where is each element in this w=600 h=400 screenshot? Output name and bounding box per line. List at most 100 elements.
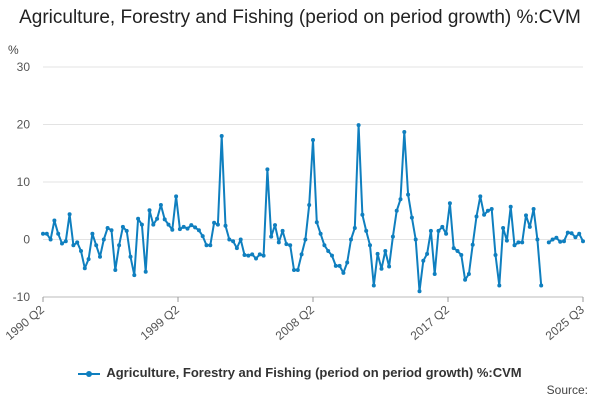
data-point[interactable] xyxy=(581,239,585,244)
data-point[interactable] xyxy=(303,237,308,242)
data-point[interactable] xyxy=(409,215,414,220)
data-point[interactable] xyxy=(71,243,76,248)
data-point[interactable] xyxy=(527,224,532,229)
data-point[interactable] xyxy=(470,242,475,247)
data-point[interactable] xyxy=(132,273,137,278)
data-point[interactable] xyxy=(504,238,509,243)
data-point[interactable] xyxy=(254,256,258,261)
data-point[interactable] xyxy=(360,212,365,217)
data-point[interactable] xyxy=(379,266,384,271)
data-point[interactable] xyxy=(478,194,483,199)
data-point[interactable] xyxy=(474,214,479,219)
data-point[interactable] xyxy=(63,239,68,244)
data-point[interactable] xyxy=(56,231,61,236)
data-point[interactable] xyxy=(212,220,217,225)
data-point[interactable] xyxy=(546,240,551,245)
data-point[interactable] xyxy=(200,234,205,239)
data-point[interactable] xyxy=(459,253,464,257)
data-point[interactable] xyxy=(413,237,418,242)
data-point[interactable] xyxy=(497,283,502,288)
data-point[interactable] xyxy=(109,228,114,233)
data-point[interactable] xyxy=(67,212,72,217)
data-point[interactable] xyxy=(345,260,350,265)
data-point[interactable] xyxy=(565,230,570,235)
data-point[interactable] xyxy=(573,235,578,240)
data-point[interactable] xyxy=(337,263,342,268)
data-point[interactable] xyxy=(482,212,487,217)
data-point[interactable] xyxy=(577,231,582,236)
data-point[interactable] xyxy=(292,268,296,272)
data-point[interactable] xyxy=(489,207,494,211)
data-point[interactable] xyxy=(394,208,399,213)
data-point[interactable] xyxy=(82,266,87,271)
data-point[interactable] xyxy=(48,237,53,242)
data-point[interactable] xyxy=(155,216,160,221)
data-point[interactable] xyxy=(383,249,388,253)
data-point[interactable] xyxy=(364,228,369,233)
data-point[interactable] xyxy=(219,134,224,138)
data-point[interactable] xyxy=(466,272,471,276)
data-point[interactable] xyxy=(417,289,422,294)
data-point[interactable] xyxy=(246,253,251,258)
data-point[interactable] xyxy=(375,251,380,256)
data-point[interactable] xyxy=(223,223,228,228)
data-point[interactable] xyxy=(124,228,129,233)
data-point[interactable] xyxy=(558,239,563,244)
data-point[interactable] xyxy=(242,253,247,257)
data-point[interactable] xyxy=(562,239,566,244)
data-point[interactable] xyxy=(402,130,407,134)
data-point[interactable] xyxy=(250,252,255,257)
data-point[interactable] xyxy=(387,264,392,269)
data-point[interactable] xyxy=(356,123,361,128)
data-point[interactable] xyxy=(307,203,312,207)
data-point[interactable] xyxy=(333,263,338,268)
data-point[interactable] xyxy=(535,237,540,242)
data-point[interactable] xyxy=(432,272,437,276)
data-point[interactable] xyxy=(60,241,64,246)
data-point[interactable] xyxy=(257,252,262,257)
data-point[interactable] xyxy=(280,228,285,233)
data-point[interactable] xyxy=(151,222,156,227)
data-point[interactable] xyxy=(139,222,144,227)
data-point[interactable] xyxy=(261,253,266,258)
data-point[interactable] xyxy=(185,226,190,231)
data-point[interactable] xyxy=(227,237,232,242)
data-point[interactable] xyxy=(98,254,102,259)
data-point[interactable] xyxy=(158,203,163,207)
data-point[interactable] xyxy=(368,243,372,248)
data-point[interactable] xyxy=(428,228,433,233)
data-point[interactable] xyxy=(79,249,83,253)
data-point[interactable] xyxy=(105,226,110,230)
data-point[interactable] xyxy=(352,226,357,230)
data-point[interactable] xyxy=(421,258,426,263)
data-point[interactable] xyxy=(371,283,376,288)
data-point[interactable] xyxy=(174,194,179,199)
data-point[interactable] xyxy=(444,231,449,236)
data-point[interactable] xyxy=(166,222,171,227)
data-point[interactable] xyxy=(516,240,521,245)
data-point[interactable] xyxy=(162,217,167,222)
data-point[interactable] xyxy=(273,223,277,228)
data-point[interactable] xyxy=(181,224,186,229)
data-point[interactable] xyxy=(299,252,304,257)
data-point[interactable] xyxy=(322,243,327,248)
data-point[interactable] xyxy=(75,240,80,245)
data-point[interactable] xyxy=(208,243,213,248)
data-point[interactable] xyxy=(539,283,544,288)
data-point[interactable] xyxy=(326,249,331,253)
data-point[interactable] xyxy=(341,270,346,275)
data-point[interactable] xyxy=(524,213,528,218)
data-point[interactable] xyxy=(425,251,430,256)
data-point[interactable] xyxy=(390,234,395,239)
data-point[interactable] xyxy=(238,237,243,242)
data-point[interactable] xyxy=(231,239,236,244)
data-point[interactable] xyxy=(196,228,201,233)
data-point[interactable] xyxy=(520,240,525,245)
data-point[interactable] xyxy=(215,222,220,227)
data-point[interactable] xyxy=(143,269,148,274)
data-point[interactable] xyxy=(463,277,468,282)
data-point[interactable] xyxy=(117,243,122,248)
data-point[interactable] xyxy=(128,254,133,259)
data-point[interactable] xyxy=(436,228,441,233)
data-point[interactable] xyxy=(86,257,91,262)
